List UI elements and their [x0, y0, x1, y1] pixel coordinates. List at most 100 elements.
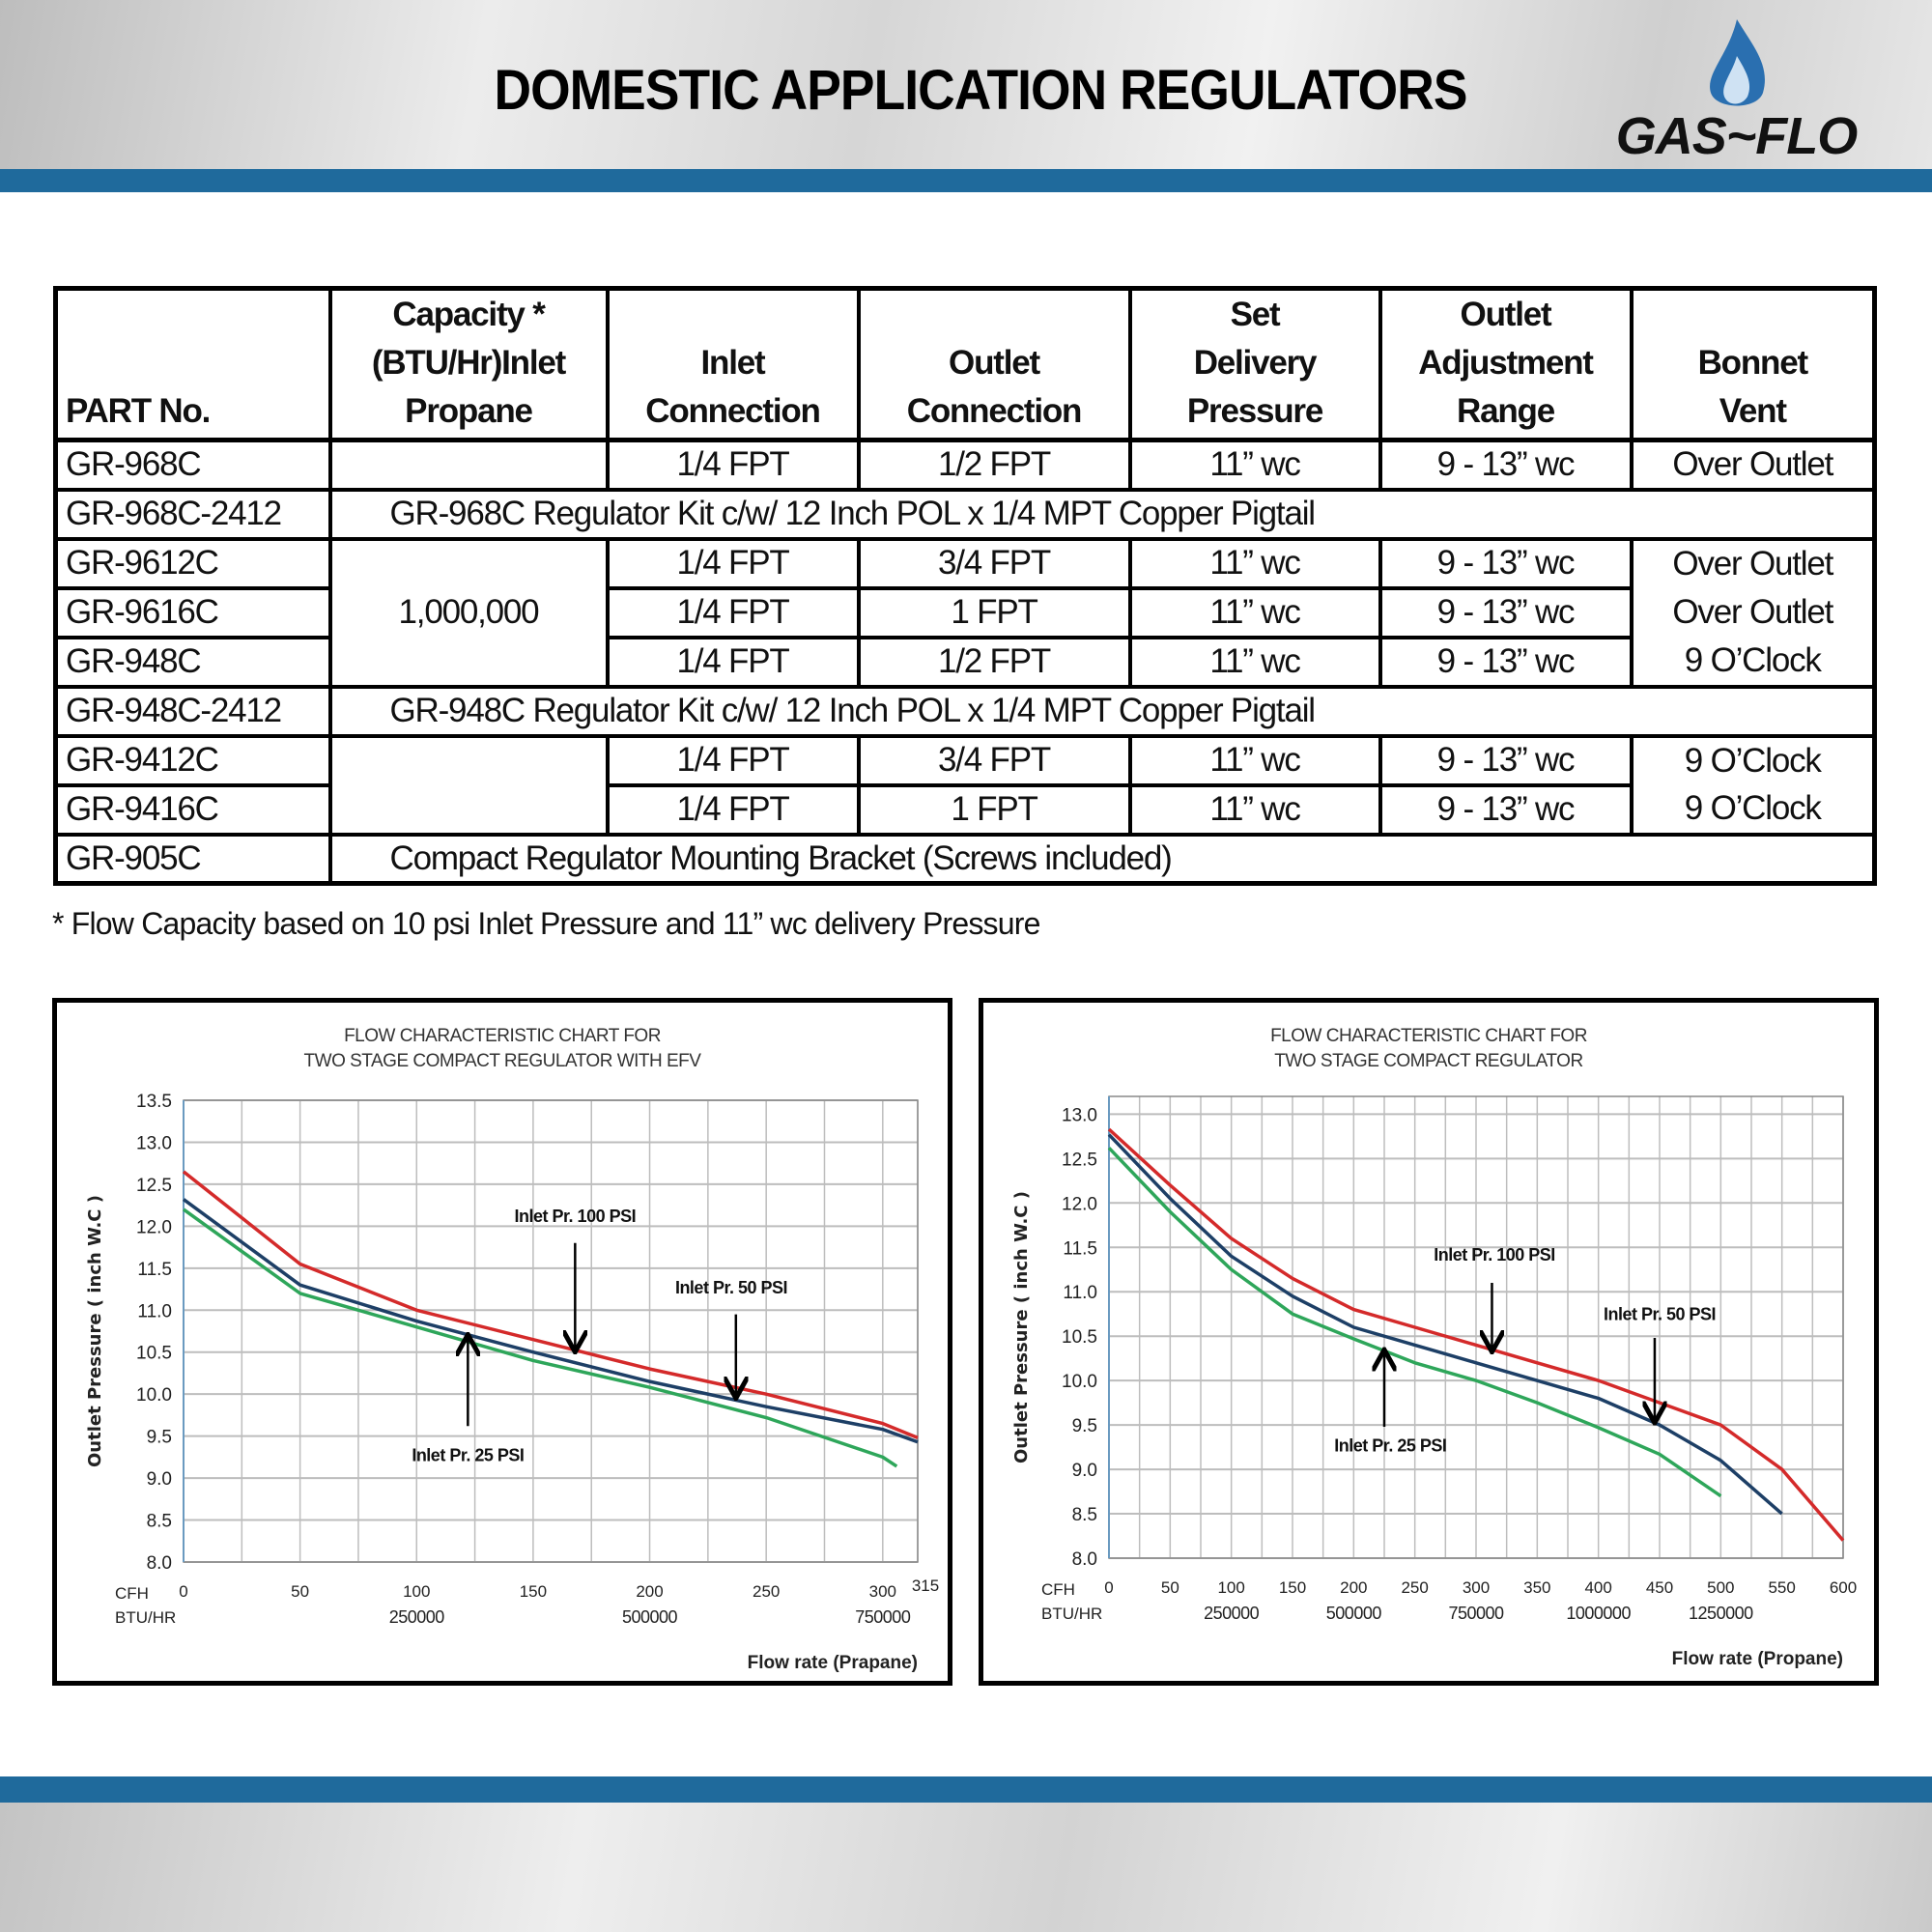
y-tick-label: 11.5	[1063, 1238, 1097, 1259]
chart-title: FLOW CHARACTERISTIC CHART FOR	[1270, 1026, 1587, 1046]
cell-outlet: 1 FPT	[856, 585, 1132, 639]
x-axis-label: Flow rate (Prapane)	[748, 1653, 918, 1673]
y-tick-label: 8.0	[1072, 1549, 1097, 1570]
cell-capacity	[327, 733, 610, 837]
page-title: DOMESTIC APPLICATION REGULATORS	[494, 59, 1467, 122]
cell-part: GR-905C	[53, 832, 332, 886]
x-axis-label: Flow rate (Propane)	[1672, 1649, 1843, 1669]
btu-tick-label: 500000	[622, 1607, 678, 1627]
y-tick-label: 10.0	[1062, 1372, 1097, 1392]
y-tick-label: 13.5	[136, 1092, 172, 1112]
x-tick-label: 350	[1523, 1578, 1550, 1597]
btu-tick-label: 500000	[1326, 1604, 1382, 1623]
cell-range: 9 - 13” wc	[1378, 585, 1634, 639]
cell-inlet: 1/4 FPT	[605, 635, 861, 689]
chart-title: FLOW CHARACTERISTIC CHART FOR	[344, 1026, 661, 1046]
chart-efv: FLOW CHARACTERISTIC CHART FOR TWO STAGE C…	[52, 998, 952, 1686]
y-tick-label: 13.0	[1062, 1105, 1097, 1125]
cell-pressure: 11” wc	[1127, 585, 1382, 639]
btu-tick-label: 750000	[855, 1607, 911, 1627]
cell-part: GR-948C-2412	[53, 684, 332, 738]
x-tick-label: 50	[1161, 1578, 1179, 1597]
annotation-label: Inlet Pr. 100 PSI	[1434, 1245, 1555, 1264]
x-tick-label: 600	[1830, 1578, 1857, 1597]
x-tick-label: 315	[912, 1577, 939, 1595]
row-label-btu: BTU/HR	[1041, 1605, 1102, 1623]
cell-description: GR-968C Regulator Kit c/w/ 12 Inch POL x…	[329, 487, 1877, 541]
x-tick-label: 100	[1217, 1578, 1244, 1597]
cell-inlet: 1/4 FPT	[605, 585, 861, 639]
cell-description: Compact Regulator Mounting Bracket (Scre…	[329, 832, 1877, 886]
cell-part: GR-948C	[53, 635, 332, 689]
x-tick-label: 300	[869, 1582, 896, 1601]
col-vent: Bonnet Vent	[1629, 286, 1877, 442]
table-row: GR-968C 1/4 FPT 1/2 FPT 11” wc 9 - 13” w…	[53, 438, 1877, 492]
cell-outlet: 1/2 FPT	[856, 635, 1132, 689]
chart-svg: FLOW CHARACTERISTIC CHART FOR TWO STAGE C…	[1011, 1026, 1857, 1669]
table-row: GR-9616C 1/4 FPT 1 FPT 11” wc 9 - 13” wc…	[53, 585, 1877, 639]
cell-inlet: 1/4 FPT	[605, 782, 861, 837]
y-tick-label: 10.0	[136, 1385, 172, 1406]
series-line-inlet-pr-100-psi	[182, 1170, 919, 1439]
y-tick-label: 9.0	[147, 1469, 172, 1490]
cell-pressure: 11” wc	[1127, 536, 1382, 590]
col-inlet: Inlet Connection	[605, 286, 861, 442]
y-tick-label: 10.5	[136, 1344, 172, 1364]
annotation-label: Inlet Pr. 50 PSI	[1604, 1305, 1716, 1324]
y-tick-label: 8.5	[1072, 1505, 1097, 1525]
cell-part: GR-968C	[53, 438, 332, 492]
col-range: Outlet Adjustment Range	[1378, 286, 1634, 442]
cell-range: 9 - 13” wc	[1378, 438, 1634, 492]
x-tick-label: 400	[1584, 1578, 1611, 1597]
col-part: PART No.	[53, 286, 332, 442]
y-tick-label: 11.5	[137, 1260, 172, 1280]
x-tick-label: 250	[1401, 1578, 1428, 1597]
btu-tick-label: 750000	[1448, 1604, 1504, 1623]
cell-pressure: 11” wc	[1127, 635, 1382, 689]
footer-band	[0, 1776, 1932, 1804]
cell-vent: 9 O’Clock	[1629, 784, 1877, 837]
cell-vent: 9 O’Clock	[1629, 733, 1877, 785]
cell-pressure: 11” wc	[1127, 733, 1382, 787]
cell-part: GR-9616C	[53, 585, 332, 639]
y-tick-label: 12.5	[1062, 1150, 1097, 1170]
cell-part: GR-9612C	[53, 536, 332, 590]
cell-part: GR-9416C	[53, 782, 332, 837]
y-tick-label: 8.5	[147, 1512, 172, 1532]
chart-svg: FLOW CHARACTERISTIC CHART FOR TWO STAGE C…	[85, 1026, 939, 1673]
y-tick-label: 9.5	[1072, 1416, 1097, 1436]
table-row: GR-948C-2412 GR-948C Regulator Kit c/w/ …	[53, 684, 1877, 738]
table-row: GR-968C-2412 GR-968C Regulator Kit c/w/ …	[53, 487, 1877, 541]
logo-text: GAS~FLO	[1615, 107, 1859, 165]
btu-tick-label: 1000000	[1566, 1604, 1631, 1623]
cell-range: 9 - 13” wc	[1378, 733, 1634, 787]
x-tick-label: 500	[1707, 1578, 1734, 1597]
cell-pressure: 11” wc	[1127, 438, 1382, 492]
x-tick-label: 150	[520, 1582, 547, 1601]
y-tick-label: 11.0	[1063, 1283, 1097, 1303]
x-tick-label: 0	[179, 1582, 187, 1601]
header-band	[0, 169, 1932, 192]
x-tick-label: 300	[1463, 1578, 1490, 1597]
table-row: GR-948C 1/4 FPT 1/2 FPT 11” wc 9 - 13” w…	[53, 635, 1877, 689]
series-line-inlet-pr-50-psi	[1107, 1133, 1783, 1516]
row-label-cfh: CFH	[115, 1584, 149, 1603]
cell-inlet: 1/4 FPT	[605, 438, 861, 492]
chart-compact: FLOW CHARACTERISTIC CHART FOR TWO STAGE C…	[979, 998, 1879, 1686]
chart-title: TWO STAGE COMPACT REGULATOR WITH EFV	[304, 1051, 702, 1071]
series-line-inlet-pr-100-psi	[1107, 1127, 1845, 1542]
y-tick-label: 8.0	[147, 1553, 172, 1574]
cell-inlet: 1/4 FPT	[605, 733, 861, 787]
cell-range: 9 - 13” wc	[1378, 782, 1634, 837]
cell-part: GR-968C-2412	[53, 487, 332, 541]
row-label-btu: BTU/HR	[115, 1608, 176, 1627]
table-row: GR-905C Compact Regulator Mounting Brack…	[53, 832, 1877, 886]
x-tick-label: 200	[1340, 1578, 1367, 1597]
y-axis-label: Outlet Pressure ( inch W.C )	[85, 1195, 105, 1467]
col-capacity: Capacity * (BTU/Hr)Inlet Propane	[327, 286, 610, 442]
y-tick-label: 9.5	[147, 1428, 172, 1448]
x-tick-label: 450	[1646, 1578, 1673, 1597]
cell-vent: Over Outlet	[1629, 438, 1877, 492]
y-tick-label: 11.0	[137, 1301, 172, 1321]
btu-tick-label: 250000	[389, 1607, 445, 1627]
